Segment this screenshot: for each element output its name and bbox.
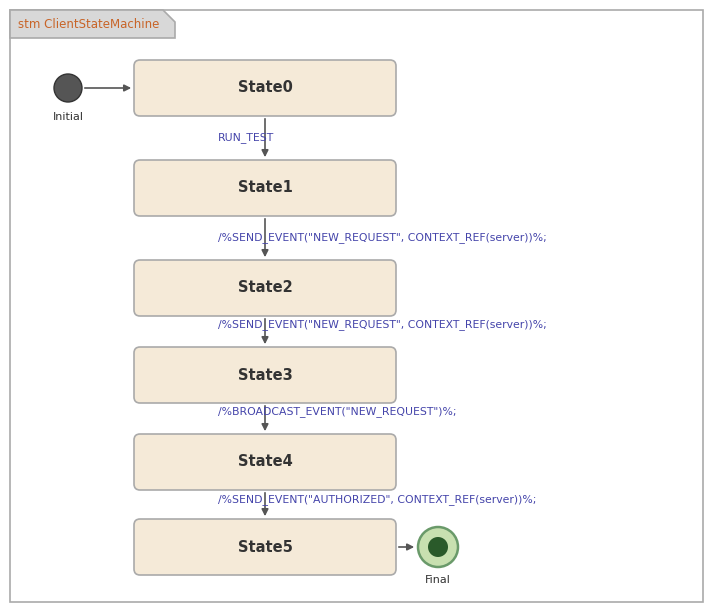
Circle shape <box>428 537 448 557</box>
Text: /%SEND_EVENT("NEW_REQUEST", CONTEXT_REF(server))%;: /%SEND_EVENT("NEW_REQUEST", CONTEXT_REF(… <box>218 233 547 244</box>
Circle shape <box>54 74 82 102</box>
Text: State5: State5 <box>237 540 292 554</box>
FancyBboxPatch shape <box>134 434 396 490</box>
Text: State0: State0 <box>237 81 292 95</box>
Text: State1: State1 <box>237 181 292 195</box>
FancyBboxPatch shape <box>10 10 703 602</box>
Text: State3: State3 <box>237 367 292 382</box>
FancyBboxPatch shape <box>134 347 396 403</box>
FancyBboxPatch shape <box>134 260 396 316</box>
Text: stm ClientStateMachine: stm ClientStateMachine <box>18 18 160 31</box>
Text: RUN_TEST: RUN_TEST <box>218 133 275 143</box>
Circle shape <box>418 527 458 567</box>
Text: Initial: Initial <box>53 112 83 122</box>
Text: State2: State2 <box>237 280 292 296</box>
Text: /%SEND_EVENT("AUTHORIZED", CONTEXT_REF(server))%;: /%SEND_EVENT("AUTHORIZED", CONTEXT_REF(s… <box>218 494 536 506</box>
Text: /%SEND_EVENT("NEW_REQUEST", CONTEXT_REF(server))%;: /%SEND_EVENT("NEW_REQUEST", CONTEXT_REF(… <box>218 319 547 330</box>
Polygon shape <box>10 10 175 38</box>
FancyBboxPatch shape <box>134 160 396 216</box>
FancyBboxPatch shape <box>134 519 396 575</box>
Text: /%BROADCAST_EVENT("NEW_REQUEST")%;: /%BROADCAST_EVENT("NEW_REQUEST")%; <box>218 406 456 417</box>
Text: Final: Final <box>425 575 451 585</box>
Text: State4: State4 <box>237 455 292 469</box>
FancyBboxPatch shape <box>134 60 396 116</box>
